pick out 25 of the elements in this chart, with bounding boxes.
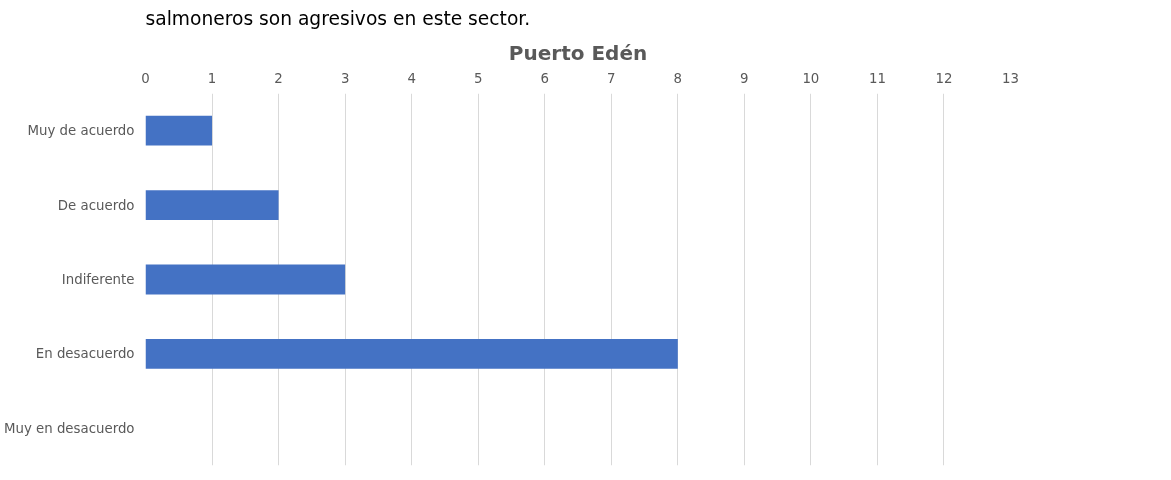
y-tick-label: Muy de acuerdo <box>27 123 135 139</box>
x-tick-label: 5 <box>473 70 483 86</box>
x-tick-label: 1 <box>207 70 217 86</box>
bar <box>145 190 279 220</box>
x-tick-label: 2 <box>274 70 283 86</box>
x-tick-label: 11 <box>868 70 886 86</box>
y-tick-label: Indiferente <box>61 272 135 287</box>
bar <box>145 339 678 369</box>
x-tick-label: 3 <box>340 70 350 86</box>
x-tick-label: 4 <box>407 70 416 86</box>
x-tick-label: 8 <box>673 70 683 86</box>
y-tick-label: En desacuerdo <box>35 346 135 362</box>
text: salmoneros son agresivos en este sector. <box>145 7 531 29</box>
x-tick-label: 7 <box>607 70 616 86</box>
x-tick-label: 12 <box>935 70 953 86</box>
x-tick-label: 13 <box>1002 70 1019 86</box>
y-tick-label: De acuerdo <box>57 197 135 213</box>
y-tick-label: Muy en desacuerdo <box>3 420 135 436</box>
x-tick-label: 10 <box>802 70 820 86</box>
x-tick-label: 9 <box>740 70 749 86</box>
bar <box>145 264 346 295</box>
chart-title: Puerto Edén <box>508 40 648 65</box>
x-tick-label: 6 <box>540 70 549 86</box>
x-tick-label: 0 <box>141 70 150 86</box>
bar <box>145 115 213 146</box>
